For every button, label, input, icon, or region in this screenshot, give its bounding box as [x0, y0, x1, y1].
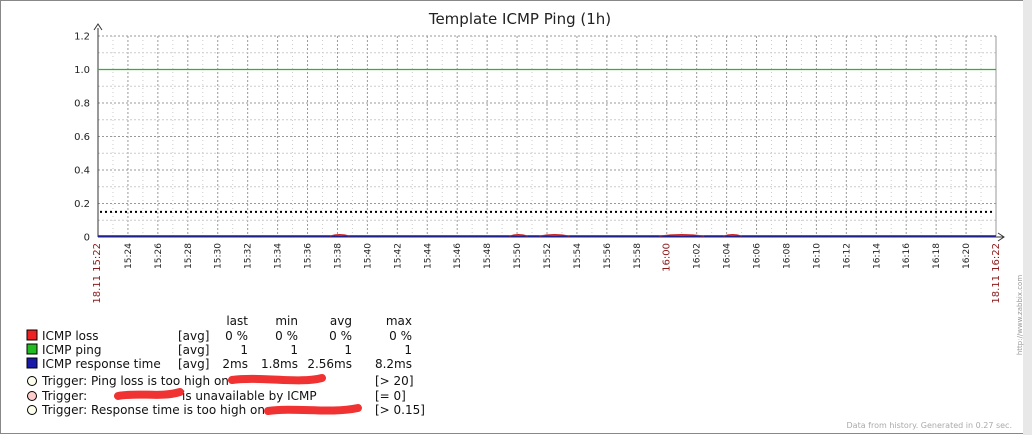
y-tick-label: 1.0	[74, 65, 90, 76]
x-tick-label: 16:14	[872, 243, 882, 269]
chart-title: Template ICMP Ping (1h)	[428, 10, 611, 28]
zabbix-watermark: http://www.zabbix.com	[1016, 275, 1024, 355]
x-tick-label: 15:26	[154, 243, 164, 269]
y-tick-label: 0	[84, 233, 90, 244]
legend-header-min: min	[275, 314, 298, 328]
legend: ICMP loss [avg] 0 % 0 % 0 % 0 % ICMP ping [avg]…	[26, 329, 412, 371]
x-start-label: 18.11 15:22	[92, 243, 103, 304]
series-line-icmp-loss	[509, 234, 528, 237]
x-tick-label: 16:06	[753, 243, 763, 269]
series-line-icmp-loss	[723, 234, 742, 237]
legend-value-avg: 0 %	[329, 329, 352, 343]
x-tick-label: 16:20	[962, 243, 972, 269]
x-tick-label: 16:04	[723, 243, 733, 269]
trigger-legend: Trigger: Ping loss is too high on [> 20] T…	[27, 374, 425, 417]
legend-series-name: ICMP ping	[42, 343, 102, 357]
series-line-icmp-loss	[329, 234, 350, 237]
x-tick-label: 16:18	[932, 243, 942, 269]
x-tick-label: 15:38	[333, 243, 343, 269]
legend-value-min: 0 %	[275, 329, 298, 343]
x-tick-label: 15:32	[244, 243, 254, 269]
legend-swatch	[26, 343, 38, 355]
trigger-marker	[27, 391, 37, 401]
x-tick-label: 15:48	[483, 243, 493, 269]
trigger-label-suffix: is unavailable by ICMP	[182, 389, 317, 403]
legend-value-avg: 2.56ms	[307, 357, 352, 371]
x-tick-label: 16:10	[812, 243, 822, 269]
trigger-threshold: [> 0.15]	[375, 403, 425, 417]
trigger-threshold: [= 0]	[375, 389, 406, 403]
redaction-mark-1	[228, 374, 326, 385]
y-tick-label: 0.2	[74, 199, 90, 210]
x-tick-label: 15:30	[214, 243, 224, 269]
legend-series-name: ICMP loss	[42, 329, 99, 343]
x-tick-label: 16:08	[782, 243, 792, 269]
legend-swatch	[26, 357, 38, 369]
trigger-threshold: [> 20]	[375, 374, 414, 388]
legend-func: [avg]	[178, 357, 209, 371]
legend-header-avg: avg	[330, 314, 352, 328]
legend-value-last: 0 %	[225, 329, 248, 343]
y-axis-arrow	[93, 23, 103, 31]
y-tick-label: 1.2	[74, 32, 90, 43]
redaction-mark-2	[114, 388, 184, 400]
x-tick-label: 15:52	[543, 243, 553, 269]
scrollbar-strip	[1023, 0, 1032, 435]
footer-note: Data from history. Generated in 0.27 sec…	[847, 421, 1012, 430]
x-tick-label: 16:16	[902, 243, 912, 269]
legend-value-avg: 1	[344, 343, 352, 357]
trigger-marker	[27, 405, 37, 415]
axes	[93, 23, 1005, 242]
grid	[97, 35, 997, 238]
x-end-label: 18.11 16:22	[991, 243, 1002, 304]
legend-series-name: ICMP response time	[42, 357, 161, 371]
y-tick-label: 0.6	[74, 132, 90, 143]
trigger-marker	[27, 376, 37, 386]
x-tick-label: 15:28	[184, 243, 194, 269]
x-tick-label: 15:44	[423, 243, 433, 269]
y-tick-label: 0.8	[74, 99, 90, 110]
x-axis-arrow	[997, 232, 1005, 242]
legend-value-max: 0 %	[389, 329, 412, 343]
legend-value-min: 1	[290, 343, 298, 357]
x-tick-label: 16:02	[693, 243, 703, 269]
legend-headers: last min avg max	[226, 314, 412, 328]
x-tick-label: 16:12	[842, 243, 852, 269]
redaction-mark-3	[264, 404, 362, 415]
x-tick-label: 15:42	[393, 243, 403, 269]
x-tick-label: 15:50	[513, 243, 523, 269]
legend-func: [avg]	[178, 329, 209, 343]
x-tick-label: 15:34	[274, 243, 284, 269]
legend-value-max: 8.2ms	[375, 357, 412, 371]
y-tick-labels: 0 0.2 0.4 0.6 0.8 1.0 1.2	[74, 32, 90, 244]
legend-value-max: 1	[404, 343, 412, 357]
legend-header-last: last	[226, 314, 248, 328]
trigger-label: Trigger: Response time is too high on	[41, 403, 265, 417]
x-tick-label: 15:56	[603, 243, 613, 269]
x-tick-label: 15:54	[573, 243, 583, 269]
legend-header-max: max	[386, 314, 412, 328]
legend-value-last: 2ms	[222, 357, 248, 371]
x-tick-labels: 15:24 15:26 15:28 15:30 15:32 15:34 15:36 15:38…	[124, 243, 972, 272]
y-tick-label: 0.4	[74, 166, 90, 177]
x-tick-label: 16:00	[662, 243, 673, 272]
series-lines	[98, 68, 996, 237]
x-tick-label: 15:58	[633, 243, 643, 269]
trigger-label: Trigger: Ping loss is too high on	[41, 374, 229, 388]
legend-swatch	[26, 329, 38, 341]
x-tick-label: 15:46	[453, 243, 463, 269]
series-line-icmp-loss	[539, 234, 570, 237]
legend-value-last: 1	[240, 343, 248, 357]
legend-func: [avg]	[178, 343, 209, 357]
x-tick-label: 15:24	[124, 243, 134, 269]
series-line-icmp-loss	[659, 234, 705, 237]
trigger-label: Trigger:	[41, 389, 87, 403]
x-tick-label: 15:36	[304, 243, 314, 269]
x-tick-label: 15:40	[363, 243, 373, 269]
legend-value-min: 1.8ms	[261, 357, 298, 371]
